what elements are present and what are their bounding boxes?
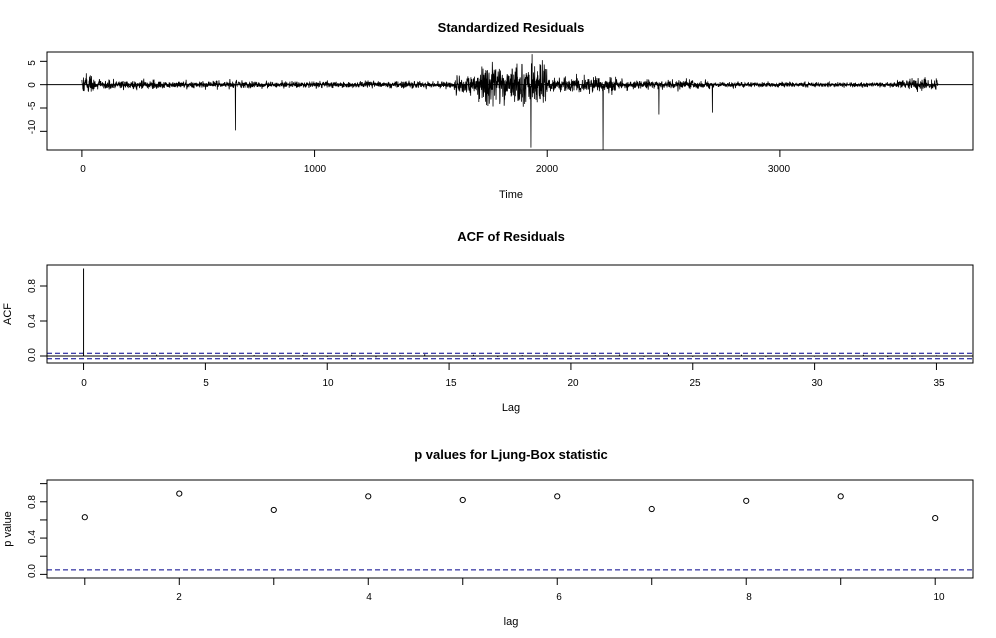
acf-panel: ACF of Residuals 0 5 10 15 20 25 30 35 0… xyxy=(2,229,974,414)
acf-y-tick-0.4: 0.4 xyxy=(27,314,38,328)
residuals-y-tick-neg10: -10 xyxy=(27,119,38,134)
acf-y-tick-0.8: 0.8 xyxy=(27,279,38,293)
acf-x-axis xyxy=(83,362,937,370)
ljung-box-x-tick-4: 4 xyxy=(366,592,372,603)
acf-series xyxy=(47,268,973,360)
ljung-box-point xyxy=(459,496,466,504)
ljung-box-point xyxy=(743,497,750,504)
acf-x-tick-35: 35 xyxy=(933,378,945,389)
ljung-box-point xyxy=(648,505,655,513)
acf-y-tick-0.0: 0.0 xyxy=(27,348,38,362)
ljung-box-point xyxy=(837,493,844,500)
residuals-title: Standardized Residuals xyxy=(438,20,585,35)
residuals-x-tick-2000: 2000 xyxy=(536,164,559,175)
ljung-box-point xyxy=(176,490,183,497)
ljung-box-y-axis xyxy=(40,483,48,575)
ljung-box-x-axis xyxy=(84,577,936,585)
ljung-box-point xyxy=(554,493,561,500)
acf-x-label: Lag xyxy=(502,402,520,414)
acf-x-tick-10: 10 xyxy=(322,378,334,389)
residuals-panel: Standardized Residuals 0 1000 2000 3000 … xyxy=(27,20,974,201)
residuals-x-axis xyxy=(81,149,781,157)
ljung-box-y-tick-0.4: 0.4 xyxy=(27,530,38,544)
ljung-box-y-tick-0.8: 0.8 xyxy=(27,495,38,509)
ljung-box-point xyxy=(365,493,372,500)
ljung-box-plot-frame xyxy=(46,479,974,579)
acf-x-tick-0: 0 xyxy=(81,378,87,389)
residuals-plot-frame xyxy=(46,51,974,151)
acf-plot-frame xyxy=(46,264,974,364)
residuals-line xyxy=(81,54,939,150)
acf-x-tick-25: 25 xyxy=(689,378,701,389)
ljung-box-point xyxy=(81,514,88,521)
ljung-box-x-tick-6: 6 xyxy=(556,592,562,603)
residuals-y-tick-neg5: -5 xyxy=(27,101,38,110)
residuals-y-tick-5: 5 xyxy=(27,60,38,66)
ljung-box-x-label: lag xyxy=(504,616,519,628)
ljung-box-panel: p values for Ljung-Box statistic 2 4 6 8… xyxy=(2,447,974,628)
acf-title: ACF of Residuals xyxy=(457,229,565,244)
ljung-box-y-tick-0.0: 0.0 xyxy=(27,564,38,578)
ljung-box-x-tick-10: 10 xyxy=(933,592,945,603)
residuals-x-label: Time xyxy=(499,189,523,201)
residuals-y-axis xyxy=(40,60,48,132)
acf-x-tick-5: 5 xyxy=(203,378,209,389)
ljung-box-x-tick-8: 8 xyxy=(746,592,752,603)
acf-x-tick-15: 15 xyxy=(445,378,457,389)
residuals-series xyxy=(47,54,973,150)
ljung-box-series xyxy=(47,490,973,571)
ljung-box-point xyxy=(270,506,277,514)
residuals-x-tick-1000: 1000 xyxy=(304,164,327,175)
acf-x-tick-20: 20 xyxy=(567,378,579,389)
ljung-box-title: p values for Ljung-Box statistic xyxy=(414,447,608,462)
ljung-box-point xyxy=(932,515,939,522)
ljung-box-x-tick-2: 2 xyxy=(176,592,182,603)
ljung-box-y-label: p value xyxy=(2,511,14,546)
residuals-y-tick-0: 0 xyxy=(27,82,38,88)
acf-y-label: ACF xyxy=(2,303,14,325)
residuals-x-tick-0: 0 xyxy=(80,164,86,175)
residuals-x-tick-3000: 3000 xyxy=(768,164,791,175)
acf-x-tick-30: 30 xyxy=(811,378,823,389)
acf-y-axis xyxy=(40,285,48,357)
